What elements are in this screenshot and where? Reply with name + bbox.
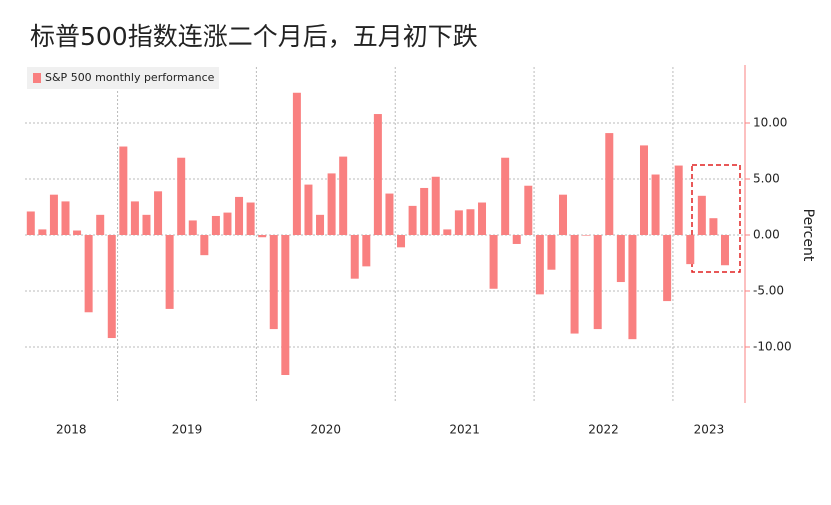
x-tick-label: 2023 bbox=[694, 423, 725, 437]
bar bbox=[223, 212, 232, 235]
bar bbox=[281, 235, 290, 375]
bar bbox=[26, 211, 35, 235]
legend-box bbox=[27, 67, 219, 89]
x-tick-label: 2021 bbox=[449, 423, 480, 437]
bar bbox=[130, 201, 139, 235]
x-tick-label: 2019 bbox=[172, 423, 203, 437]
bar bbox=[246, 202, 255, 235]
bar bbox=[663, 235, 672, 302]
y-tick-label: -5.00 bbox=[753, 284, 784, 298]
bar bbox=[582, 235, 591, 236]
bar bbox=[535, 235, 544, 295]
bar bbox=[639, 145, 648, 235]
bar bbox=[211, 215, 220, 235]
bar bbox=[697, 195, 706, 235]
bar bbox=[165, 235, 174, 309]
bar bbox=[454, 210, 463, 235]
bar bbox=[720, 235, 729, 266]
bar bbox=[49, 194, 58, 235]
highlight-box bbox=[691, 164, 741, 273]
bar bbox=[188, 220, 197, 235]
bar bbox=[235, 196, 244, 235]
legend-swatch bbox=[33, 73, 41, 83]
bar bbox=[420, 187, 429, 235]
bar bbox=[443, 229, 452, 235]
x-tick-label: 2018 bbox=[56, 423, 87, 437]
bar bbox=[177, 157, 186, 235]
bar bbox=[651, 174, 660, 235]
bar bbox=[559, 194, 568, 235]
bar bbox=[142, 214, 151, 235]
bar bbox=[501, 157, 510, 235]
bar bbox=[200, 235, 209, 256]
bar bbox=[524, 185, 533, 235]
bar bbox=[408, 205, 417, 235]
bar bbox=[292, 92, 301, 235]
bar bbox=[674, 165, 683, 235]
chart-title: 标普500指数连涨二个月后，五月初下跌 bbox=[30, 22, 478, 51]
bar bbox=[339, 156, 348, 235]
bar bbox=[38, 229, 47, 235]
bar bbox=[96, 214, 105, 235]
bar bbox=[269, 235, 278, 330]
y-tick-label: 5.00 bbox=[753, 172, 780, 186]
bar bbox=[570, 235, 579, 334]
bar bbox=[258, 235, 267, 238]
bar bbox=[616, 235, 625, 283]
bar bbox=[397, 235, 406, 248]
bar bbox=[107, 235, 116, 339]
bar bbox=[686, 235, 695, 265]
bar bbox=[327, 173, 336, 235]
y-tick-label: 10.00 bbox=[753, 116, 787, 130]
bar bbox=[304, 184, 313, 235]
legend-label: S&P 500 monthly performance bbox=[45, 71, 215, 84]
bar bbox=[154, 191, 163, 235]
bar bbox=[431, 176, 440, 235]
bar bbox=[547, 235, 556, 270]
x-tick-label: 2022 bbox=[588, 423, 619, 437]
bar bbox=[478, 202, 487, 235]
bar bbox=[385, 193, 394, 235]
bar bbox=[489, 235, 498, 289]
bar bbox=[605, 133, 614, 235]
bar bbox=[316, 214, 325, 235]
x-tick-label: 2020 bbox=[311, 423, 342, 437]
bar bbox=[350, 235, 359, 279]
y-axis-label: Percent bbox=[800, 209, 816, 262]
bar bbox=[512, 235, 521, 244]
bar bbox=[373, 114, 382, 235]
bar bbox=[61, 201, 70, 235]
y-tick-label: -10.00 bbox=[753, 340, 792, 354]
bar bbox=[84, 235, 93, 313]
bar bbox=[73, 230, 82, 235]
bar bbox=[119, 146, 128, 235]
bar bbox=[709, 218, 718, 235]
bar bbox=[593, 235, 602, 330]
bar bbox=[362, 235, 371, 267]
bar bbox=[466, 209, 475, 235]
y-tick-label: 0.00 bbox=[753, 228, 780, 242]
bar bbox=[628, 235, 637, 340]
